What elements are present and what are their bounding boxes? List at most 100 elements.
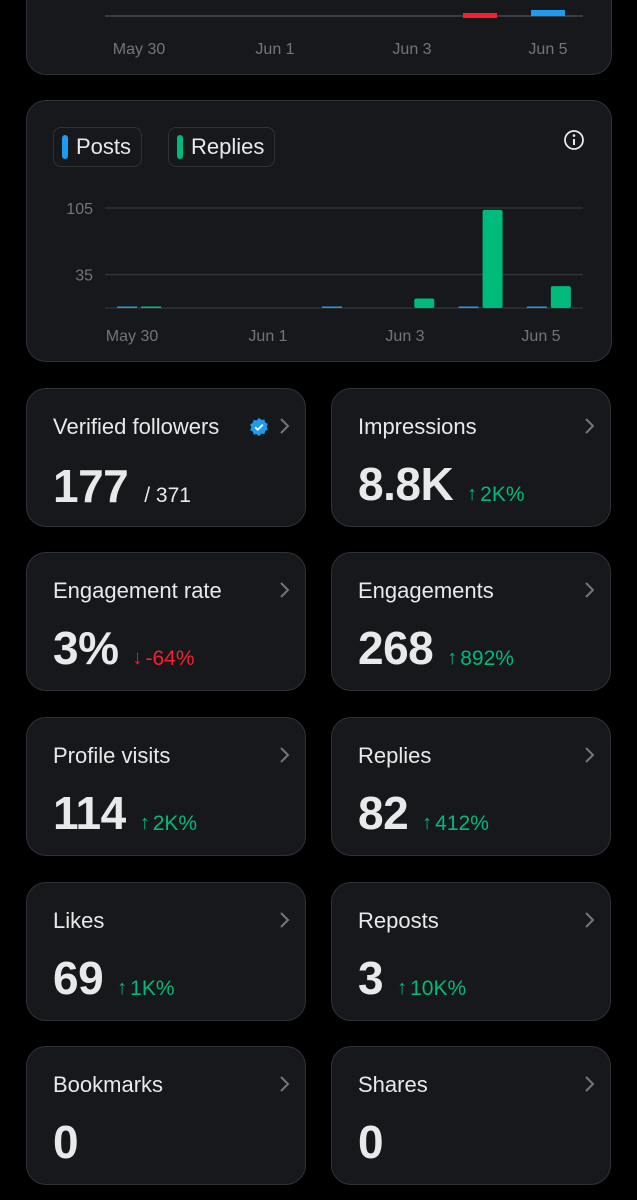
stat-delta: ↑ 10K% bbox=[397, 977, 466, 1001]
x-tick-label: Jun 3 bbox=[385, 328, 424, 345]
stat-value-row: 69 ↑ 1K% bbox=[53, 951, 175, 1005]
stat-shares[interactable]: Shares 0 bbox=[331, 1046, 611, 1185]
top-chart-card: May 30 Jun 1 Jun 3 Jun 5 bbox=[26, 0, 612, 75]
stat-label: Likes bbox=[53, 908, 105, 933]
stat-label: Shares bbox=[358, 1072, 428, 1097]
stat-delta: ↑ 2K% bbox=[467, 483, 524, 507]
legend-posts-label: Posts bbox=[76, 134, 132, 159]
stat-delta-value: 10K% bbox=[410, 976, 467, 1000]
info-icon[interactable] bbox=[563, 129, 585, 151]
arrow-up-icon: ↑ bbox=[467, 483, 478, 505]
chevron-right-icon bbox=[280, 418, 290, 434]
top-chart-x-tick: Jun 3 bbox=[392, 41, 431, 58]
arrow-up-icon: ↑ bbox=[139, 812, 150, 834]
stat-value: 8.8K bbox=[358, 458, 454, 510]
stat-total: / 371 bbox=[144, 484, 191, 507]
stat-value: 3 bbox=[358, 952, 384, 1004]
stat-delta: ↑ 1K% bbox=[117, 977, 174, 1001]
stat-value-row: 82 ↑ 412% bbox=[358, 786, 489, 840]
top-chart-x-tick: May 30 bbox=[113, 41, 166, 58]
stat-label: Replies bbox=[358, 743, 432, 768]
stat-engagement-rate[interactable]: Engagement rate 3% ↓ -64% bbox=[26, 552, 306, 691]
stat-bookmarks[interactable]: Bookmarks 0 bbox=[26, 1046, 306, 1185]
replies-bar[interactable] bbox=[141, 306, 162, 309]
chevron-right-icon bbox=[585, 582, 595, 598]
stat-value-row: 8.8K ↑ 2K% bbox=[358, 457, 525, 511]
stat-engagements[interactable]: Engagements 268 ↑ 892% bbox=[331, 552, 611, 691]
replies-bar[interactable] bbox=[482, 209, 503, 308]
stat-label: Engagement rate bbox=[53, 578, 222, 603]
chevron-right-icon bbox=[280, 1076, 290, 1092]
stat-value: 177 bbox=[53, 460, 129, 512]
replies-bar[interactable] bbox=[414, 298, 435, 308]
bar-chart: 105 35 May 30 Jun 1 Jun 3 Jun 5 bbox=[66, 201, 583, 345]
stat-value-row: 3 ↑ 10K% bbox=[358, 951, 466, 1005]
posts-bar[interactable] bbox=[117, 306, 138, 309]
replies-bar[interactable] bbox=[550, 286, 571, 308]
arrow-up-icon: ↑ bbox=[447, 647, 458, 669]
stat-verified-followers[interactable]: Verified followers 177 / 371 bbox=[26, 388, 306, 527]
stat-label: Reposts bbox=[358, 908, 439, 933]
top-chart-x-tick: Jun 5 bbox=[528, 41, 567, 58]
stat-delta-value: 1K% bbox=[130, 976, 175, 1000]
legend-posts[interactable]: Posts bbox=[53, 127, 143, 167]
stat-value-row: 3% ↓ -64% bbox=[53, 621, 195, 675]
stat-value: 69 bbox=[53, 952, 104, 1004]
chevron-right-icon bbox=[585, 747, 595, 763]
stat-reposts[interactable]: Reposts 3 ↑ 10K% bbox=[331, 882, 611, 1021]
stat-label: Verified followers bbox=[53, 414, 220, 439]
arrow-up-icon: ↑ bbox=[397, 977, 408, 999]
x-tick-label: Jun 5 bbox=[521, 328, 560, 345]
stat-likes[interactable]: Likes 69 ↑ 1K% bbox=[26, 882, 306, 1021]
stat-label: Impressions bbox=[358, 414, 477, 439]
stat-label: Bookmarks bbox=[53, 1072, 164, 1097]
arrow-up-icon: ↑ bbox=[117, 977, 128, 999]
stat-value-row: 0 bbox=[53, 1115, 79, 1169]
stat-value: 114 bbox=[53, 787, 126, 839]
y-tick-label: 105 bbox=[66, 201, 93, 218]
posts-bar[interactable] bbox=[458, 306, 479, 309]
stat-value: 3% bbox=[53, 622, 119, 674]
chevron-right-icon bbox=[585, 1076, 595, 1092]
stat-value-row: 268 ↑ 892% bbox=[358, 621, 514, 675]
verified-badge-icon bbox=[250, 417, 268, 437]
chevron-right-icon bbox=[280, 582, 290, 598]
stat-delta-value: 412% bbox=[435, 811, 489, 835]
arrow-down-icon: ↓ bbox=[132, 647, 143, 669]
posts-bar[interactable] bbox=[322, 306, 342, 309]
stat-delta-value: 2K% bbox=[152, 811, 198, 835]
stat-value-row: 114 ↑ 2K% bbox=[53, 786, 197, 840]
legend-posts-swatch bbox=[62, 135, 68, 159]
chevron-right-icon bbox=[585, 418, 595, 434]
top-chart-x-tick: Jun 1 bbox=[255, 41, 294, 58]
posts-replies-chart-card: Posts Replies 105 35 May 30 Jun 1 Jun 3 Jun 5 bbox=[26, 100, 612, 362]
stat-delta-value: -64% bbox=[145, 646, 195, 670]
stat-delta-value: 892% bbox=[460, 646, 514, 670]
top-chart: May 30 Jun 1 Jun 3 Jun 5 bbox=[105, 10, 583, 58]
legend-replies[interactable]: Replies bbox=[168, 127, 276, 167]
stat-replies[interactable]: Replies 82 ↑ 412% bbox=[331, 717, 611, 856]
stat-value: 0 bbox=[53, 1116, 79, 1168]
top-chart-bar bbox=[531, 10, 565, 16]
stat-delta: ↓ -64% bbox=[132, 647, 194, 671]
stat-impressions[interactable]: Impressions 8.8K ↑ 2K% bbox=[331, 388, 611, 527]
legend-replies-label: Replies bbox=[191, 134, 265, 159]
stat-delta: ↑ 412% bbox=[422, 812, 489, 836]
stat-delta-value: 2K% bbox=[480, 482, 525, 506]
stat-value: 82 bbox=[358, 787, 409, 839]
stat-delta: ↑ 892% bbox=[447, 647, 514, 671]
stat-value: 268 bbox=[358, 622, 434, 674]
stat-profile-visits[interactable]: Profile visits 114 ↑ 2K% bbox=[26, 717, 306, 856]
chevron-right-icon bbox=[280, 747, 290, 763]
chevron-right-icon bbox=[280, 912, 290, 928]
stat-delta: ↑ 2K% bbox=[140, 812, 197, 836]
arrow-up-icon: ↑ bbox=[422, 812, 433, 834]
top-chart-bar bbox=[463, 13, 497, 18]
stat-value-row: 0 bbox=[358, 1115, 384, 1169]
x-tick-label: Jun 1 bbox=[248, 328, 287, 345]
posts-bar[interactable] bbox=[526, 306, 547, 309]
legend-replies-swatch bbox=[177, 135, 183, 159]
chevron-right-icon bbox=[585, 912, 595, 928]
stat-value: 0 bbox=[358, 1116, 384, 1168]
stat-label: Profile visits bbox=[53, 743, 171, 768]
